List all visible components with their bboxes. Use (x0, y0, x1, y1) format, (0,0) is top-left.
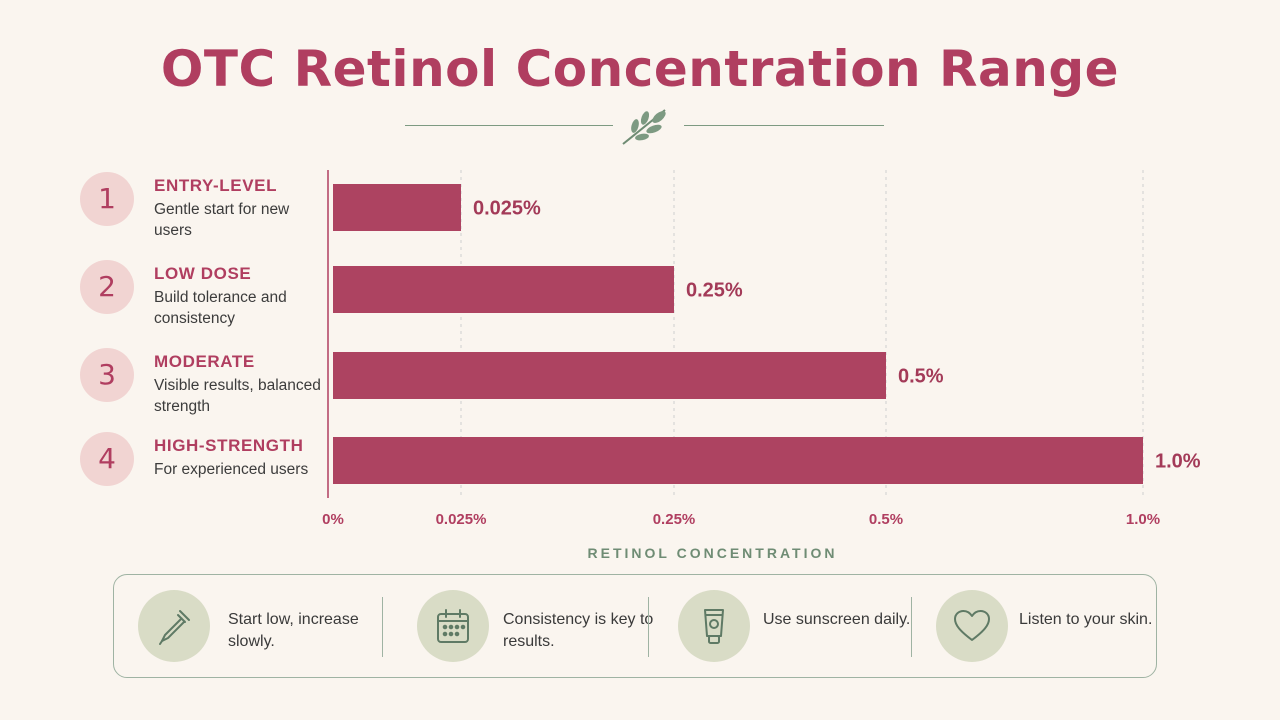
bar-value-label: 0.025% (473, 198, 541, 220)
tip-icon-circle (936, 590, 1008, 662)
tip-separator (911, 597, 912, 657)
x-tick-label: 0% (322, 511, 344, 528)
x-axis-title: RETINOL CONCENTRATION (587, 545, 838, 561)
x-tick-label: 0.025% (436, 511, 487, 528)
bar-value-label: 1.0% (1155, 451, 1201, 473)
heart-icon (954, 610, 990, 641)
bar (333, 437, 1143, 484)
bar-value-label: 0.5% (898, 366, 944, 388)
calendar-icon (437, 609, 469, 643)
tip-text: Consistency is key to results. (503, 611, 654, 650)
bar (333, 352, 886, 399)
level-number: 1 (80, 172, 134, 226)
tip-icon-circle (138, 590, 210, 662)
level-name: MODERATE (154, 352, 255, 371)
level-description: For experienced users (154, 461, 309, 478)
level-description: Visible results, balanced strength (154, 377, 321, 415)
x-tick-label: 1.0% (1126, 511, 1160, 528)
level-description: Build tolerance and consistency (154, 289, 287, 327)
chart-title: OTC Retinol Concentration Range (160, 40, 1120, 98)
tip-text: Listen to your skin. (1019, 611, 1153, 628)
level-description: Gentle start for new users (154, 201, 290, 239)
level-2: 2 LOW DOSE Build tolerance and consisten… (78, 258, 328, 328)
leaf-sprig-icon (622, 109, 666, 145)
x-tick-label: 0.25% (653, 511, 696, 528)
bar-value-label: 0.25% (686, 280, 743, 302)
tip-text: Start low, increase slowly. (228, 611, 359, 650)
level-4: 4 HIGH-STRENGTH For experienced users (78, 430, 328, 500)
level-number: 3 (80, 348, 134, 402)
level-name: LOW DOSE (154, 264, 252, 283)
level-number: 4 (80, 432, 134, 486)
level-1: 1 ENTRY-LEVEL Gentle start for new users (78, 170, 328, 240)
level-name: HIGH-STRENGTH (154, 436, 304, 455)
sunscreen-tube-icon (704, 609, 724, 644)
tip-text: Use sunscreen daily. (763, 611, 911, 628)
bar (333, 184, 461, 231)
x-tick-label: 0.5% (869, 511, 903, 528)
bar (333, 266, 674, 313)
tips-panel: Start low, increase slowly. Consistency … (113, 574, 1157, 678)
level-number: 2 (80, 260, 134, 314)
concentration-bar-chart: 0.025% 0.25% 0.5% 1.0% 0% 0.025% 0.25% 0.5% 1.0% (322, 170, 1201, 528)
tip-separator (382, 597, 383, 657)
tip-separator (648, 597, 649, 657)
title-divider (0, 104, 1280, 150)
tip-icon-circle (678, 590, 750, 662)
level-3: 3 MODERATE Visible results, balanced str… (78, 346, 328, 416)
level-name: ENTRY-LEVEL (154, 176, 278, 195)
tip-icon-circle (417, 590, 489, 662)
dropper-icon (159, 610, 190, 645)
